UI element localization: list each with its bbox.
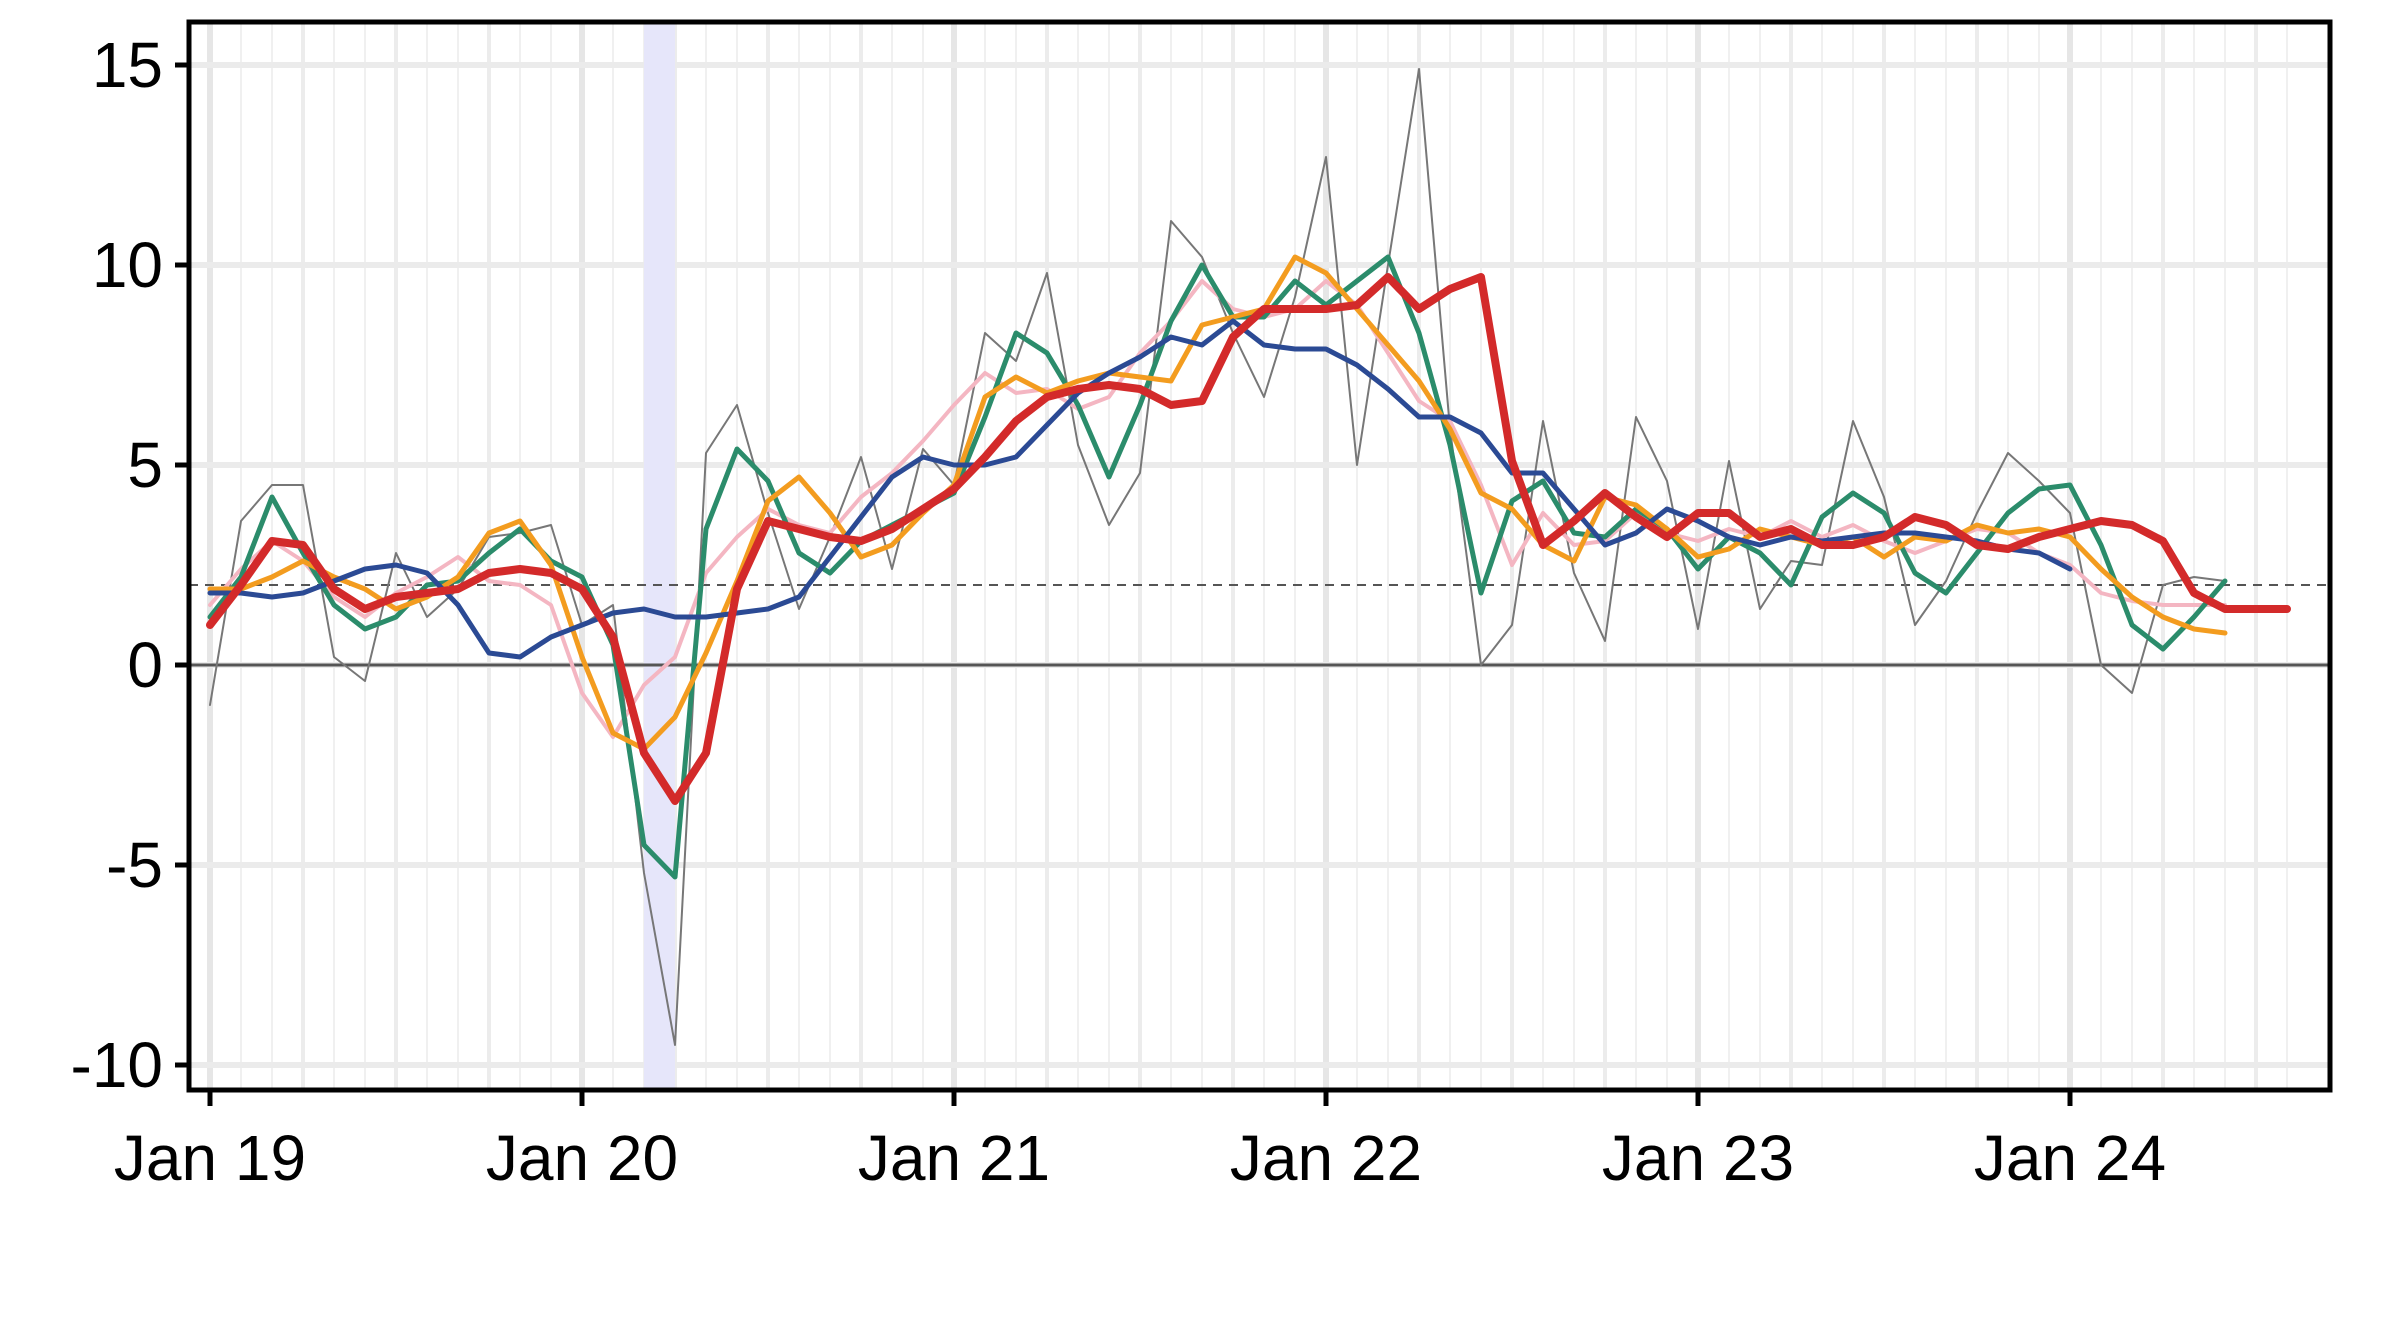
series-line-6: [206, 273, 2291, 805]
x-tick-label: Jan 20: [486, 1122, 678, 1194]
x-tick-label: Jan 21: [858, 1122, 1050, 1194]
x-tick-label: Jan 22: [1230, 1122, 1422, 1194]
x-tick-label: Jan 24: [1974, 1122, 2166, 1194]
grid: [189, 22, 2330, 1090]
y-tick-label: 10: [92, 229, 163, 301]
series-line-4: [207, 254, 2228, 752]
y-tick-label: -5: [106, 829, 163, 901]
y-tick-label: 15: [92, 29, 163, 101]
series-line-5: [207, 318, 2073, 660]
y-axis: 15 10 5 0 -5 -10: [71, 29, 189, 1101]
x-tick-label: Jan 19: [114, 1122, 306, 1194]
series-line-1: [209, 68, 2226, 1046]
reference-lines: [189, 584, 2330, 667]
shaded-period: [644, 22, 675, 1090]
series-line-2: [208, 279, 2227, 739]
y-tick-label: 5: [127, 429, 163, 501]
shaded-periods: [644, 22, 675, 1090]
y-tick-label: 0: [127, 629, 163, 701]
x-tick-label: Jan 23: [1602, 1122, 1794, 1194]
plot-frame: [186, 19, 2333, 1093]
x-axis: Jan 19 Jan 20 Jan 21 Jan 22 Jan 23 Jan 24: [114, 1090, 2166, 1194]
series-lines: [206, 68, 2291, 1046]
y-tick-label: -10: [71, 1029, 164, 1101]
